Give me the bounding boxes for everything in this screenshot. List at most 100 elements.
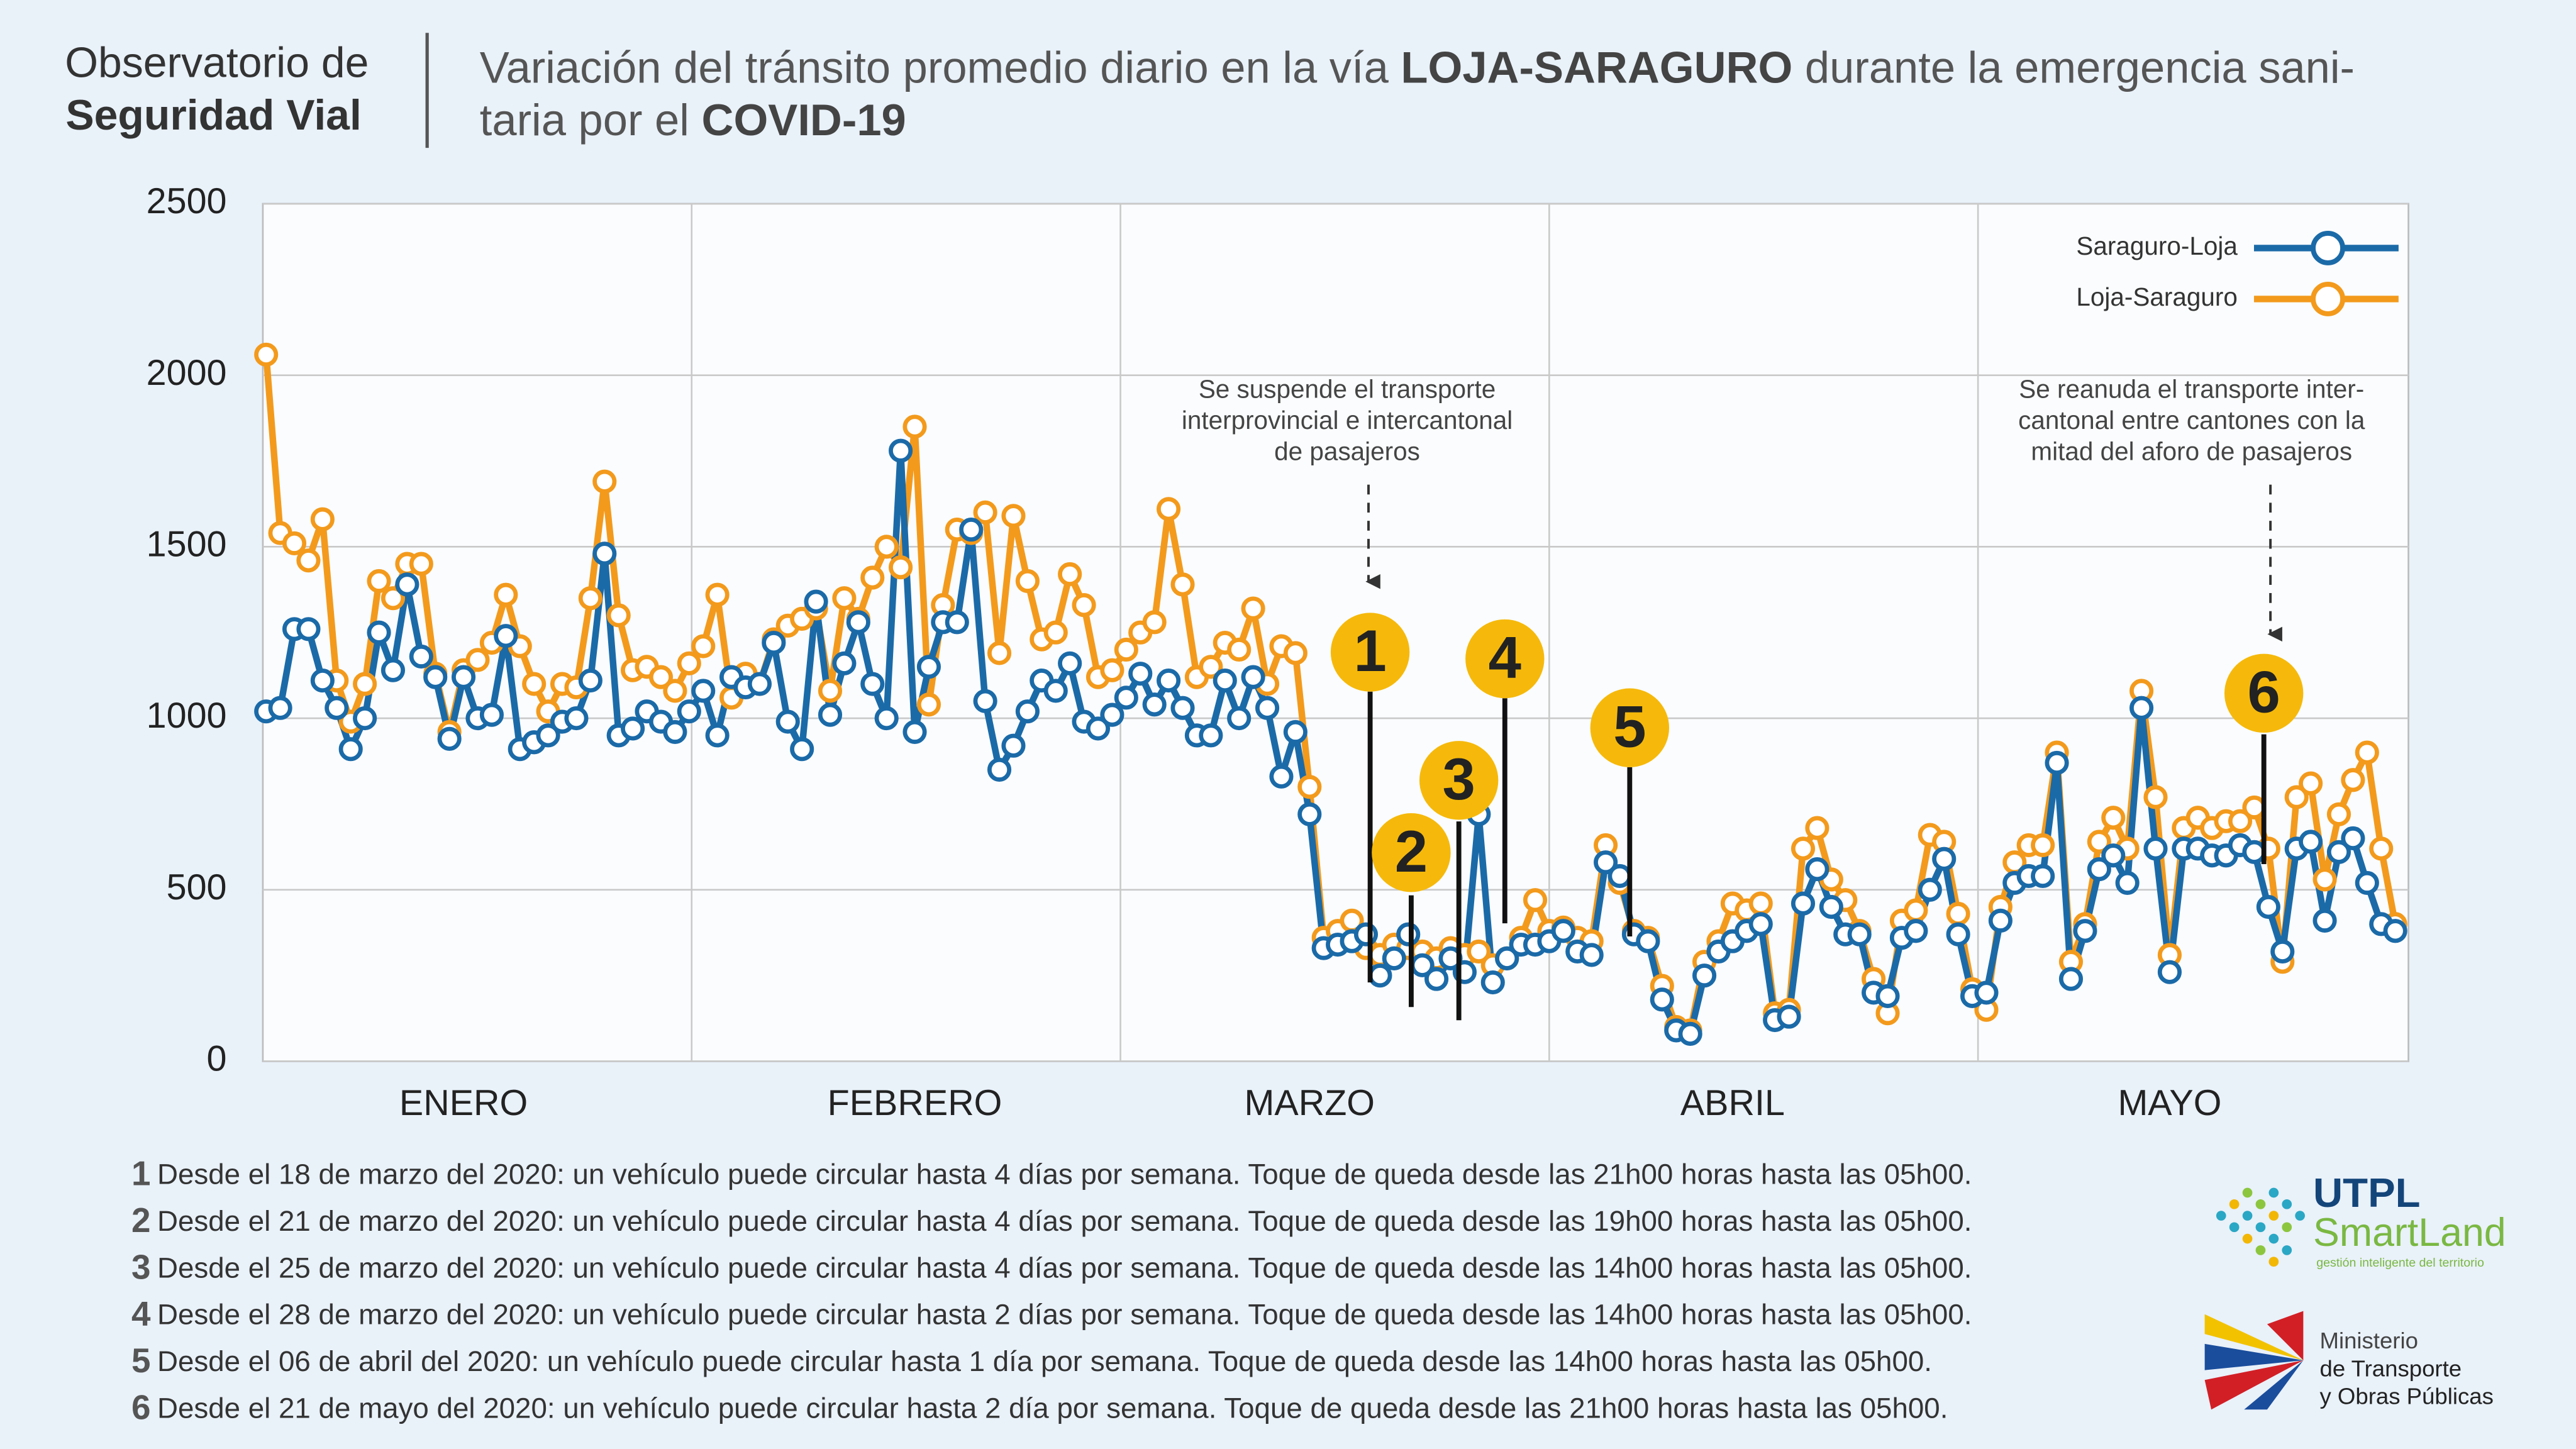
data-point [1396, 922, 1421, 947]
title-part: LOJA-SARAGURO [1401, 42, 1792, 92]
data-point [2355, 740, 2379, 765]
annotation: mitad del aforo de pasajeros [2031, 437, 2352, 466]
data-point [606, 603, 631, 628]
data-point [1297, 775, 1322, 799]
title-part: COVID-19 [702, 95, 906, 145]
data-point [860, 672, 885, 696]
footnote-text: Desde el 21 de marzo del 2020: un vehícu… [157, 1205, 1972, 1237]
data-point [2299, 771, 2323, 796]
marker-badge [1465, 619, 1545, 699]
data-point [1607, 863, 1632, 889]
data-point [1368, 963, 1392, 988]
footnote-number: 4 [131, 1294, 151, 1333]
footnote-number: 3 [131, 1248, 151, 1287]
data-point [2341, 768, 2365, 792]
data-point [1157, 669, 1181, 693]
logo-dots [2216, 1187, 2305, 1267]
data-point [2341, 826, 2365, 851]
x-tick-label: ENERO [399, 1083, 528, 1123]
data-point [2143, 836, 2168, 861]
data-point [353, 672, 377, 696]
logo-text: de Transporte [2319, 1355, 2462, 1381]
data-point [2299, 830, 2323, 854]
data-point [2157, 960, 2182, 984]
chart-title: Variación del tránsito promedio diario e… [480, 42, 2355, 92]
logo-text: Ministerio [2319, 1328, 2418, 1353]
data-point [2228, 809, 2253, 833]
data-point [1255, 696, 1280, 720]
data-point [804, 589, 828, 614]
data-point [423, 665, 448, 689]
data-point [1241, 665, 1265, 689]
annotation: cantonal entre cantones con la [2018, 406, 2365, 435]
x-tick-label: FEBRERO [828, 1083, 1002, 1123]
data-point [1128, 662, 1153, 686]
data-point [1142, 610, 1167, 635]
data-point [268, 696, 292, 720]
data-point [677, 699, 701, 724]
data-point [1297, 802, 1322, 826]
data-point [2326, 802, 2351, 826]
data-point [1467, 939, 1491, 964]
data-point [578, 669, 602, 693]
footnote-number: 6 [131, 1388, 151, 1427]
data-point [1790, 836, 1816, 861]
data-point [1072, 593, 1096, 618]
footnote-text: Desde el 28 de marzo del 2020: un vehícu… [157, 1299, 1972, 1331]
chart-title: taria por el COVID-19 [480, 95, 906, 145]
data-point [1142, 692, 1167, 717]
data-point [1283, 719, 1307, 744]
x-tick-label: ABRIL [1680, 1083, 1785, 1123]
logo-text: UTPL [2313, 1170, 2420, 1216]
data-point [479, 702, 504, 727]
data-point [945, 610, 969, 635]
x-tick-label: MAYO [2118, 1083, 2221, 1123]
data-point [2355, 870, 2379, 895]
data-point [1904, 919, 1928, 943]
marker-number: 6 [2248, 658, 2280, 724]
data-point [2101, 843, 2126, 868]
marker-number: 1 [1353, 618, 1386, 684]
annotation: Se reanuda el transporte inter- [2019, 374, 2364, 403]
marker-number: 2 [1395, 818, 1428, 884]
data-point [874, 706, 899, 731]
data-point [1227, 637, 1252, 662]
data-point [1015, 699, 1040, 724]
data-point [282, 531, 307, 555]
marker-badge [2224, 653, 2304, 733]
data-point [2087, 830, 2111, 854]
data-point [1114, 686, 1138, 710]
data-point [1918, 877, 1942, 902]
data-point [2031, 833, 2055, 857]
data-point [1932, 847, 1957, 871]
data-point [380, 586, 406, 611]
data-point [1805, 816, 1829, 840]
y-tick-label: 0 [207, 1039, 227, 1079]
data-point [2129, 696, 2154, 720]
data-point [1382, 946, 1406, 970]
y-tick-label: 1000 [147, 696, 227, 736]
data-point [1847, 922, 1872, 947]
annotation: Se suspende el transporte [1199, 374, 1496, 403]
data-point [832, 651, 857, 675]
data-point [2326, 840, 2351, 864]
data-point [1100, 658, 1124, 682]
data-point [1748, 891, 1773, 916]
footnote: 5 Desde el 06 de abril del 2020: un vehíc… [131, 1341, 1932, 1380]
data-point [2031, 863, 2055, 889]
data-point [1283, 641, 1307, 665]
footnote: 3 Desde el 25 de marzo del 2020: un vehíc… [131, 1248, 1972, 1287]
data-point [1974, 980, 1999, 1005]
data-point [465, 648, 490, 672]
data-point [762, 631, 786, 655]
data-point [1805, 857, 1829, 882]
data-point [973, 500, 997, 525]
data-point [592, 469, 617, 494]
data-point [818, 702, 843, 727]
legend-marker [2311, 231, 2345, 265]
legend-marker [2311, 281, 2345, 316]
data-point [2270, 939, 2295, 964]
marker-badge [1419, 741, 1499, 820]
data-point [987, 641, 1012, 665]
data-point [1650, 987, 1674, 1012]
